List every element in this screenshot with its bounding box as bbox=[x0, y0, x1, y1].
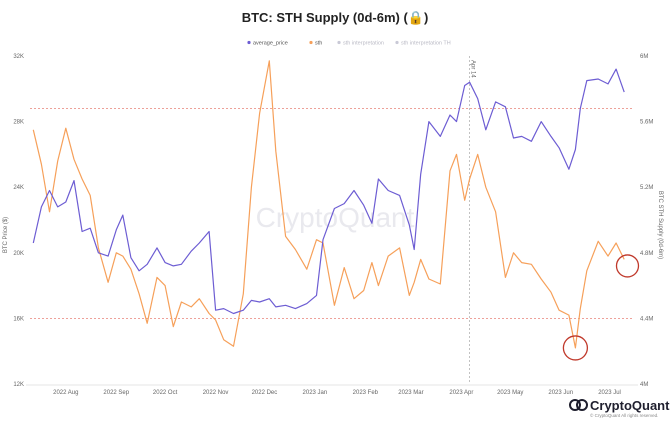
x-tick-label-10: 2023 Jun bbox=[548, 390, 573, 396]
legend-label-3: sth interpretation TH bbox=[401, 41, 451, 47]
y-left-axis-label: BTC Price ($) bbox=[3, 217, 9, 253]
legend[interactable]: average_price sth sth interpretation sth in… bbox=[247, 40, 451, 47]
y-left-tick-label-5: 32K bbox=[13, 54, 24, 60]
legend-marker-1 bbox=[309, 40, 313, 45]
series-line-sth bbox=[32, 60, 625, 349]
y-right-tick-label-2: 4.8M bbox=[640, 251, 653, 257]
x-tick-label-11: 2023 Jul bbox=[598, 390, 621, 396]
x-tick-label-4: 2022 Dec bbox=[252, 390, 278, 396]
series-line-average-price bbox=[32, 68, 625, 315]
marked-point-circle-0 bbox=[562, 335, 589, 361]
marked-points bbox=[562, 254, 640, 361]
x-tick-label-0: 2022 Aug bbox=[53, 390, 78, 396]
annotation-label: Apr 14 bbox=[470, 60, 476, 78]
y-right-axis-label: BTC STH Supply (0d-6m) bbox=[657, 191, 663, 259]
x-tick-label-8: 2023 Apr bbox=[449, 390, 473, 396]
x-axis-ticks: 2022 Aug 2022 Sep 2022 Oct 2022 Nov 2022 Dec… bbox=[53, 390, 621, 396]
x-tick-label-3: 2022 Nov bbox=[203, 390, 229, 396]
y-right-tick-label-5: 6M bbox=[640, 54, 648, 60]
y-left-tick-label-2: 20K bbox=[13, 251, 24, 257]
reference-lines bbox=[30, 108, 634, 319]
x-tick-label-6: 2023 Feb bbox=[353, 390, 379, 396]
brand-logo: CryptoQuant © CryptoQuant All rights res… bbox=[569, 398, 670, 418]
x-tick-label-9: 2023 May bbox=[497, 390, 523, 396]
x-tick-label-7: 2023 Mar bbox=[398, 390, 423, 396]
y-right-tick-label-4: 5.6M bbox=[640, 120, 653, 126]
legend-label-2: sth interpretation bbox=[343, 41, 384, 47]
y-left-tick-label-0: 12K bbox=[13, 382, 24, 388]
copyright-text: © CryptoQuant All rights reserved. bbox=[590, 412, 658, 418]
y-left-tick-label-1: 16K bbox=[13, 316, 24, 322]
y-left-tick-label-4: 28K bbox=[13, 120, 24, 126]
y-right-tick-label-3: 5.2M bbox=[640, 185, 653, 191]
y-left-ticks: 12K 16K 20K 24K 28K 32K bbox=[13, 54, 24, 388]
legend-label-1: sth bbox=[315, 41, 322, 47]
plot-area: 2022 Aug 2022 Sep 2022 Oct 2022 Nov 2022 Dec… bbox=[13, 54, 653, 396]
legend-marker-3 bbox=[395, 40, 399, 45]
x-tick-label-1: 2022 Sep bbox=[103, 390, 129, 396]
brand-name: CryptoQuant bbox=[590, 398, 670, 413]
y-right-ticks: 4M 4.4M 4.8M 5.2M 5.6M 6M bbox=[640, 54, 653, 388]
x-tick-label-5: 2023 Jan bbox=[303, 390, 328, 396]
legend-marker-2 bbox=[337, 40, 341, 45]
marked-point-circle-1 bbox=[615, 254, 640, 278]
y-right-tick-label-1: 4.4M bbox=[640, 316, 653, 322]
x-tick-label-2: 2022 Oct bbox=[153, 390, 178, 396]
cryptoquant-logo-icon bbox=[569, 399, 588, 411]
y-left-tick-label-3: 24K bbox=[13, 185, 24, 191]
chart-title: BTC: STH Supply (0d-6m) (🔒) bbox=[242, 10, 429, 25]
legend-marker-0 bbox=[247, 40, 251, 45]
legend-label-0: average_price bbox=[253, 41, 288, 47]
y-right-tick-label-0: 4M bbox=[640, 382, 648, 388]
watermark: CryptoQuant bbox=[256, 202, 415, 233]
